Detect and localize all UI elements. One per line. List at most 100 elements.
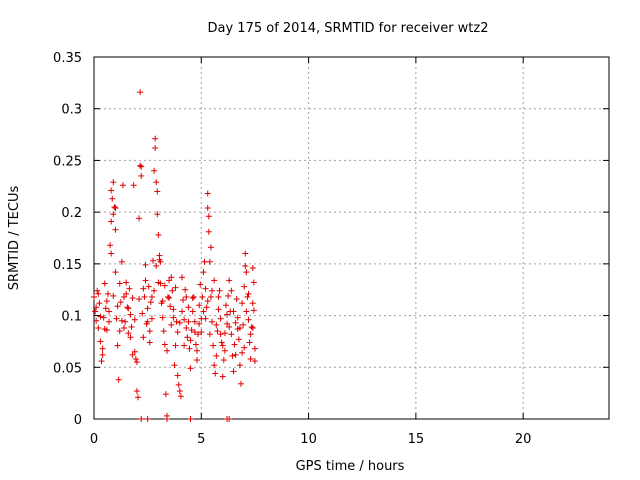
data-point [194,347,200,354]
data-point [183,293,190,300]
data-point [171,362,178,369]
data-point [153,262,160,269]
data-point [229,352,236,359]
y-tick-label: 0.05 [53,361,82,376]
data-point [225,292,232,299]
x-tick-label: 15 [408,432,425,447]
data-point [129,294,136,301]
data-point [145,283,152,290]
data-point [152,145,159,152]
data-point [197,281,204,288]
data-point [203,304,210,311]
data-point [161,341,168,348]
data-point [110,179,117,186]
data-point [101,326,108,333]
data-point [127,334,134,341]
data-point [245,316,252,323]
data-point [126,285,133,292]
data-point [144,305,151,312]
data-point [104,290,111,297]
data-point [196,320,203,327]
data-point [207,244,214,251]
data-point [152,135,159,142]
data-point [144,416,151,422]
data-point [246,339,253,346]
data-point [95,290,102,297]
data-point [133,388,140,395]
y-tick-label: 0.15 [53,258,82,273]
data-point [142,261,149,268]
data-point [200,308,207,315]
data-point [250,307,257,314]
data-point [202,315,209,322]
data-point [118,317,125,324]
data-point [174,372,181,379]
data-point [211,277,218,284]
data-point [178,308,185,315]
data-point [228,331,235,338]
data-point [117,299,124,306]
data-point [168,321,175,328]
data-point [211,362,218,369]
data-point [159,314,166,321]
data-point [232,351,239,358]
data-point [243,308,250,315]
data-point [146,328,153,335]
data-point [202,285,209,292]
data-point [123,290,130,297]
data-point [130,182,137,189]
data-point [181,316,188,323]
data-point [244,293,251,300]
data-point [247,356,254,363]
data-point [121,324,128,331]
data-point [159,298,166,305]
data-point [129,351,136,358]
data-point [205,228,212,235]
data-point [109,195,116,202]
data-point [155,231,162,238]
data-point [95,324,102,331]
data-point [204,190,211,197]
data-point [157,258,164,265]
data-point [194,357,200,364]
data-point [98,358,105,365]
y-tick-label: 0.35 [53,51,82,66]
data-point [108,187,115,194]
data-point [110,211,117,218]
data-point [100,314,107,321]
data-point [215,306,222,313]
x-tick-label: 5 [197,432,205,447]
data-point [115,376,122,383]
data-point [119,182,126,189]
data-point [128,323,135,330]
x-tick-label: 20 [515,432,532,447]
data-point [195,331,202,338]
data-point [251,358,258,365]
data-point [121,293,128,300]
data-point [209,318,216,325]
data-point [96,300,103,307]
data-point [123,279,130,286]
data-point [226,416,233,422]
data-point [151,287,158,294]
data-point [188,327,195,334]
data-point [160,328,167,335]
data-point [125,330,132,337]
data-point [111,203,118,210]
data-point [148,315,155,322]
data-point [133,359,140,366]
data-point [97,313,104,320]
data-point [153,179,160,186]
data-point [250,279,257,286]
data-point [189,294,196,301]
data-point [118,258,125,265]
data-point [137,89,144,96]
data-point [101,280,108,287]
data-point [214,328,221,335]
data-point [154,211,161,218]
data-point [187,416,194,422]
data-point [192,341,199,348]
data-point [178,274,185,281]
data-point [155,279,162,286]
